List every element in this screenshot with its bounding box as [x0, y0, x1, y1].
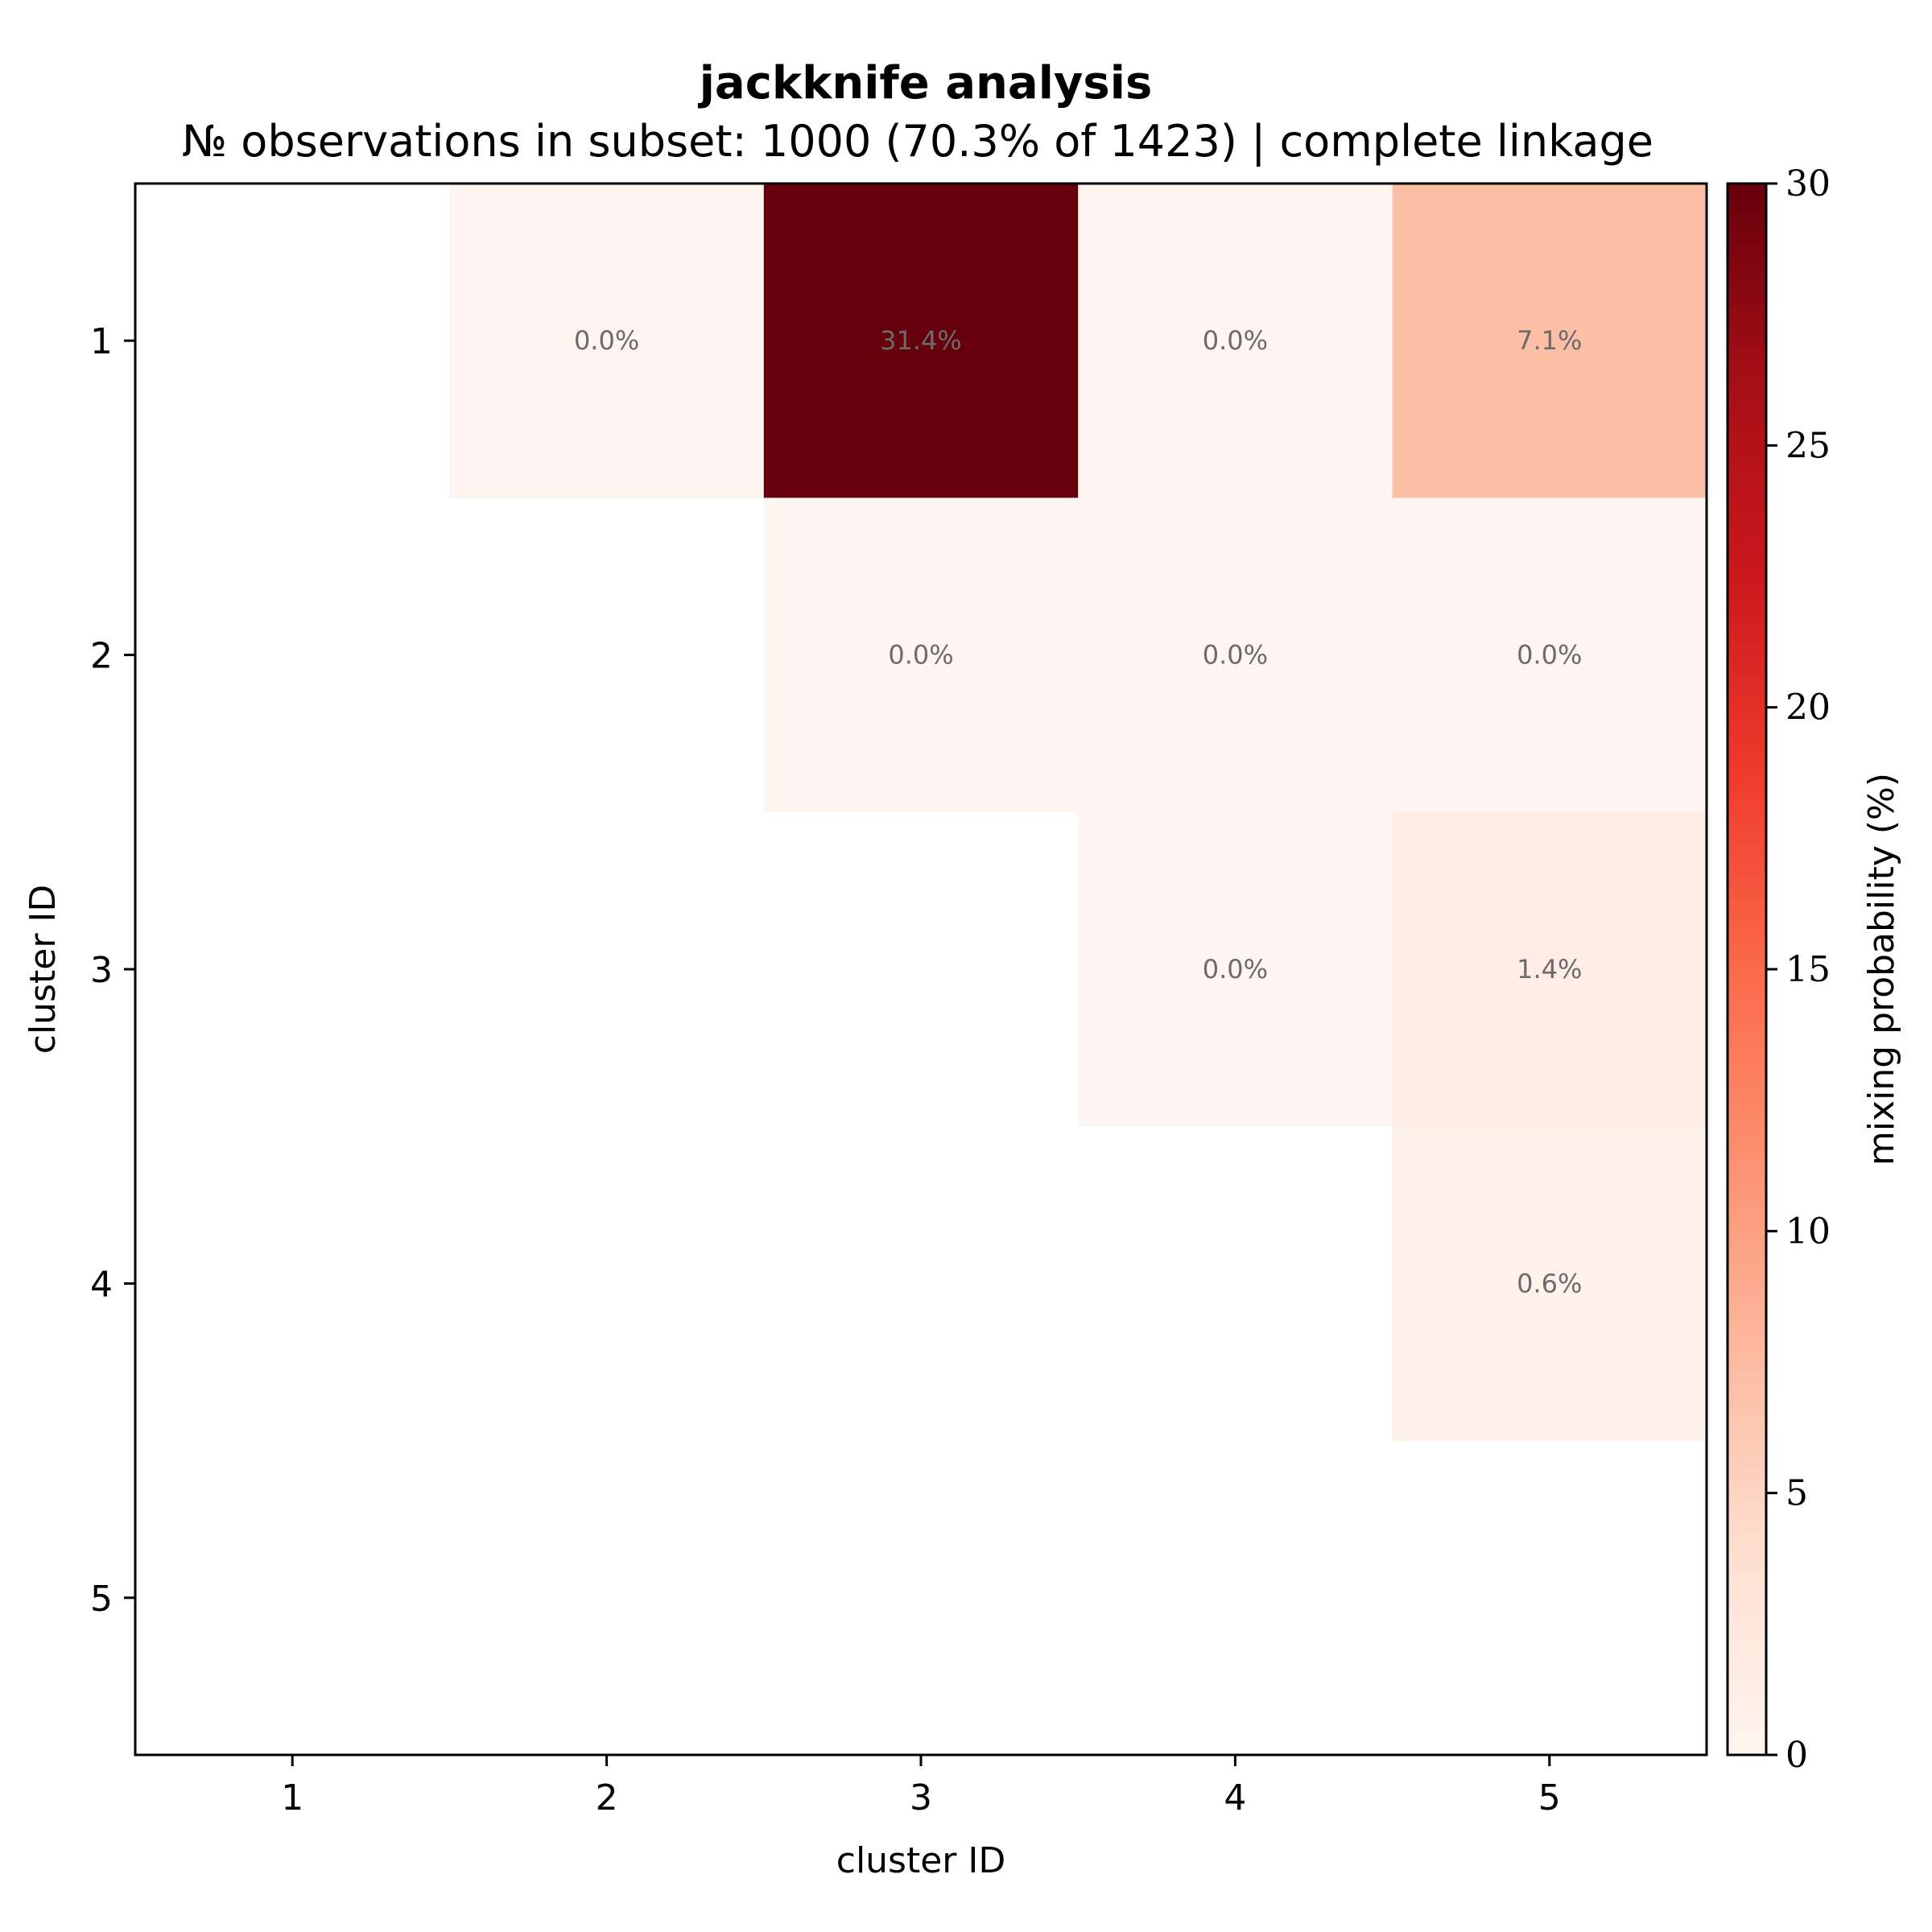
colorbar-ticks: 0 5 10 15 20 25 30	[1766, 163, 1831, 1776]
y-axis-label: cluster ID	[23, 885, 64, 1054]
heatmap-cell-r4-c5	[1392, 1126, 1707, 1442]
colorbar-tick-label: 10	[1785, 1211, 1831, 1252]
heatmap-cell-r3-c5	[1392, 811, 1707, 1127]
y-tick-label: 2	[90, 636, 113, 677]
cell-label-r1-c2: 0.0%	[574, 325, 639, 356]
cell-label-r1-c3: 31.4%	[880, 325, 962, 356]
heatmap-cell-r2-c5	[1392, 497, 1707, 813]
y-tick-label: 1	[90, 321, 113, 362]
x-tick-label: 3	[910, 1777, 932, 1818]
colorbar-tick-label: 15	[1785, 949, 1831, 990]
y-axis-ticks: 1 2 3 4 5	[90, 321, 135, 1620]
x-tick-label: 2	[596, 1777, 618, 1818]
heatmap-cell-r3-c4	[1078, 811, 1393, 1127]
heatmap-cells	[449, 184, 1707, 1442]
colorbar-tick-label: 25	[1785, 425, 1831, 466]
colorbar-tick-label: 30	[1785, 163, 1831, 204]
colorbar-label: mixing probability (%)	[1861, 773, 1902, 1166]
cell-label-r2-c3: 0.0%	[888, 640, 953, 671]
heatmap-cell-r1-c5	[1392, 184, 1707, 498]
chart-title: jackknife analysis	[698, 57, 1153, 109]
heatmap-cell-labels: 0.0% 31.4% 0.0% 7.1% 0.0% 0.0% 0.0% 0.0% 1.4% 0.6…	[574, 325, 1582, 1298]
colorbar	[1726, 182, 1768, 1757]
colorbar-tick-label: 0	[1785, 1735, 1808, 1776]
y-tick-label: 3	[90, 950, 113, 991]
y-tick-label: 4	[90, 1264, 113, 1305]
cell-label-r4-c5: 0.6%	[1517, 1268, 1582, 1298]
heatmap-cell-r2-c4	[1078, 497, 1393, 813]
colorbar-tick-label: 5	[1785, 1473, 1808, 1514]
cell-label-r1-c4: 0.0%	[1203, 325, 1268, 356]
cell-label-r1-c5: 7.1%	[1517, 325, 1582, 356]
heatmap-cell-r1-c2	[449, 184, 765, 498]
cell-label-r3-c5: 1.4%	[1517, 954, 1582, 985]
heatmap-cell-r1-c3	[763, 184, 1079, 498]
y-tick-label: 5	[90, 1579, 113, 1620]
x-axis-label: cluster ID	[836, 1840, 1005, 1881]
chart-subtitle: № observations in subset: 1000 (70.3% of…	[182, 116, 1653, 167]
x-tick-label: 5	[1538, 1777, 1561, 1818]
x-tick-label: 4	[1224, 1777, 1246, 1818]
cell-label-r3-c4: 0.0%	[1203, 954, 1268, 985]
heatmap-cell-r2-c3	[763, 497, 1079, 813]
cell-label-r2-c4: 0.0%	[1203, 640, 1268, 671]
heatmap-cell-r1-c4	[1078, 184, 1393, 498]
x-tick-label: 1	[281, 1777, 303, 1818]
colorbar-tick-label: 20	[1785, 687, 1831, 729]
cell-label-r2-c5: 0.0%	[1517, 640, 1582, 671]
x-axis-ticks: 1 2 3 4 5	[281, 1755, 1561, 1818]
